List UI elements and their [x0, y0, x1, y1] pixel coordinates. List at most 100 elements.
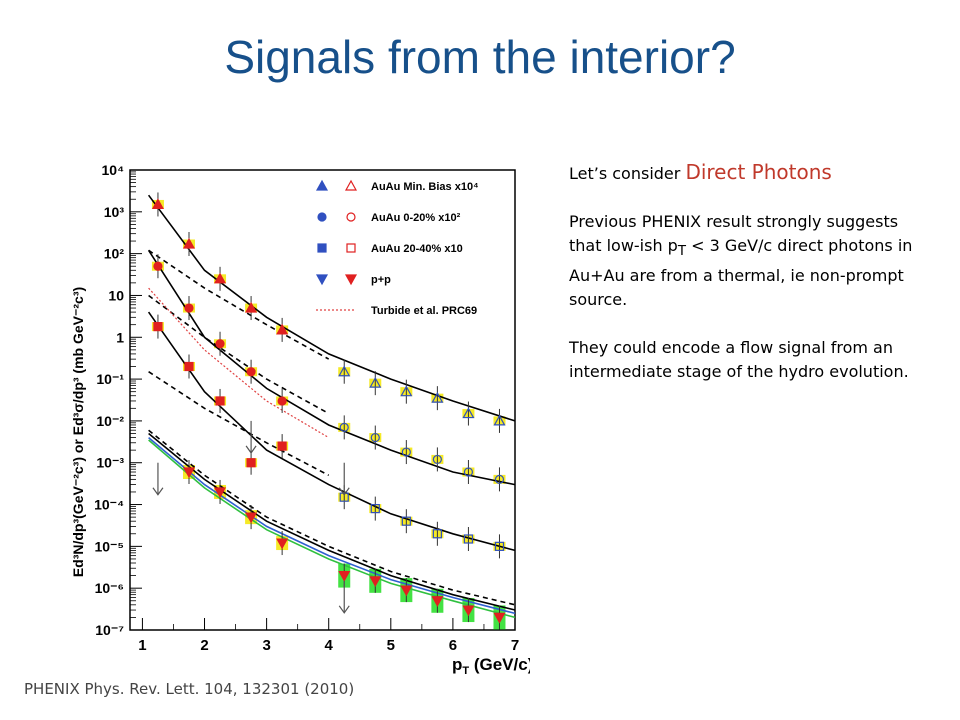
data-point: [338, 365, 351, 377]
data-point: [346, 212, 356, 222]
upper-limit-arrowhead: [152, 487, 164, 496]
theory-curve: [148, 439, 516, 619]
upper-limit-arrows: [152, 420, 350, 614]
data-point: [401, 516, 411, 526]
intro-prefix: Let’s consider: [569, 164, 686, 183]
y-tick-label: 10³: [104, 204, 125, 220]
legend-label: AuAu 20-40% x10: [371, 243, 463, 255]
y-tick-label: 1: [116, 329, 124, 345]
y-tick-label: 10: [108, 287, 124, 303]
data-point: [462, 407, 475, 419]
data-point: [494, 474, 505, 484]
data-point: [317, 243, 327, 253]
data-point: [182, 467, 196, 479]
legend-label: AuAu Min. Bias x10⁴: [371, 181, 479, 193]
x-tick-label: 6: [449, 637, 457, 654]
data-point: [432, 529, 442, 539]
data-point: [184, 361, 194, 372]
data-point: [214, 487, 227, 499]
x-tick-labels: 1 2 3 4 5 6 7: [138, 637, 519, 654]
data-point: [344, 274, 358, 286]
data-point: [315, 179, 329, 191]
plot-area-border: [129, 169, 516, 631]
theory-curves: [147, 194, 516, 619]
y-tick-label: 10⁻³: [96, 455, 124, 471]
y-tick-label: 10⁻²: [96, 413, 124, 429]
direct-photon-spectra-chart: 10⁻⁷ 10⁻⁶ 10⁻⁵ 10⁻⁴ 10⁻³ 10⁻² 10⁻¹ 1 10 10² 10³ 10⁴…: [70, 162, 530, 677]
data-point: [339, 422, 349, 432]
data-point: [182, 237, 196, 249]
y-tick-label: 10⁻⁴: [94, 497, 124, 513]
x-tick-label: 3: [262, 637, 270, 654]
data-point: [246, 458, 256, 468]
data-point: [401, 447, 411, 457]
data-point: [277, 396, 287, 406]
x-axis-label: pT (GeV/c): [452, 655, 530, 677]
data-point: [462, 605, 475, 617]
theory-curve: [148, 436, 516, 615]
data-point: [494, 541, 505, 551]
y-tick-label: 10⁻⁶: [95, 580, 124, 596]
previous-result-text-a: Previous PHENIX result strongly suggests…: [569, 212, 899, 255]
explanation-text: Let’s consider Direct Photons Previous P…: [569, 160, 929, 408]
upper-limit-arrowhead: [245, 445, 257, 454]
previous-result-paragraph: Previous PHENIX result strongly suggests…: [569, 210, 929, 312]
direct-photons-emphasis: Direct Photons: [685, 160, 832, 184]
data-points: [151, 192, 506, 630]
data-point: [338, 570, 351, 582]
legend-label: AuAu 0-20% x10²: [371, 212, 461, 224]
theory-curve: [148, 432, 516, 611]
data-point: [369, 376, 382, 388]
theory-curve: [147, 194, 516, 422]
data-point: [493, 414, 506, 426]
data-point: [346, 243, 356, 253]
theory-curve: [148, 294, 330, 415]
y-axis-label: Ed³N/dp³(GeV⁻²c³) or Ed³σ/dp³ (mb GeV⁻²c…: [70, 287, 86, 577]
chart-legend: AuAu Min. Bias x10⁴ AuAu 0-20% x10² AuAu 2…: [315, 179, 479, 317]
previous-result-text-b: < 3 GeV/c direct photons in Au+Au are fr…: [569, 236, 913, 310]
data-point: [400, 385, 413, 397]
data-point: [317, 212, 327, 222]
legend-label: p+p: [371, 274, 391, 286]
y-tick-label: 10²: [104, 246, 125, 262]
theory-curve: [147, 311, 516, 552]
y-tick-label: 10⁻⁵: [94, 538, 124, 554]
x-tick-label: 5: [387, 637, 395, 654]
upper-limit-arrowhead: [338, 487, 350, 496]
data-point: [276, 538, 289, 550]
x-tick-label: 7: [511, 637, 519, 654]
data-point: [370, 432, 380, 443]
data-point: [184, 303, 194, 313]
upper-limit-arrowhead: [338, 605, 350, 614]
systematic-bands: [151, 199, 506, 630]
data-point: [431, 596, 444, 608]
theory-curve: [148, 371, 330, 477]
data-point: [245, 301, 258, 313]
data-point: [400, 585, 413, 597]
data-point: [277, 441, 287, 451]
data-point: [370, 503, 380, 514]
flow-signal-paragraph: They could encode a flow signal from an …: [569, 338, 909, 382]
x-tick-label: 1: [138, 637, 146, 654]
slide-title: Signals from the interior?: [224, 31, 736, 83]
data-point: [315, 274, 329, 286]
y-tick-label: 10⁴: [102, 162, 125, 178]
y-tick-label: 10⁻⁷: [95, 622, 124, 638]
data-point: [276, 323, 289, 335]
theory-curve: [147, 249, 516, 486]
citation: PHENIX Phys. Rev. Lett. 104, 132301 (201…: [24, 680, 355, 698]
data-point: [215, 339, 225, 349]
y-tick-label: 10⁻¹: [96, 371, 124, 387]
plot-frame: [129, 169, 516, 631]
data-point: [151, 198, 164, 210]
data-point: [344, 179, 358, 191]
data-point: [245, 512, 258, 524]
data-point: [214, 272, 227, 284]
data-point: [246, 367, 256, 377]
y-tick-labels: 10⁻⁷ 10⁻⁶ 10⁻⁵ 10⁻⁴ 10⁻³ 10⁻² 10⁻¹ 1 10 10² 10³ 10⁴: [94, 162, 124, 638]
data-point: [493, 612, 506, 624]
data-point: [153, 321, 163, 332]
data-point: [463, 534, 474, 544]
x-tick-label: 2: [200, 637, 208, 654]
theory-curve: [148, 429, 516, 606]
